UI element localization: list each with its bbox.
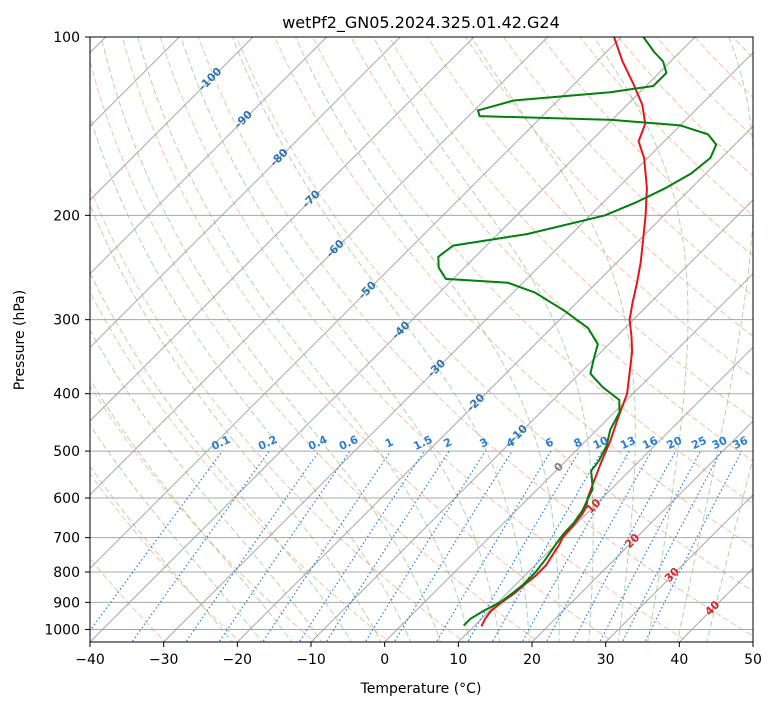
- y-tick-label: 700: [53, 531, 80, 547]
- x-tick-label: 0: [380, 652, 389, 668]
- y-tick-label: 100: [53, 30, 80, 46]
- y-tick-label: 1000: [44, 622, 80, 638]
- x-tick-label: 40: [670, 652, 688, 668]
- y-tick-label: 500: [53, 444, 80, 460]
- x-tick-label: −30: [149, 652, 179, 668]
- chart-title: wetPf2_GN05.2024.325.01.42.G24: [282, 13, 560, 33]
- x-tick-label: −10: [296, 652, 326, 668]
- isotherm: [751, 26, 775, 644]
- plot-area: [90, 37, 753, 642]
- dry-adiabat: [771, 37, 775, 644]
- y-tick-label: 800: [53, 565, 80, 581]
- y-tick-label: 400: [53, 387, 80, 403]
- x-tick-label: 20: [523, 652, 541, 668]
- y-tick-label: 300: [53, 313, 80, 329]
- y-tick-label: 200: [53, 208, 80, 224]
- x-tick-label: 10: [449, 652, 467, 668]
- y-axis-label: Pressure (hPa): [12, 290, 28, 390]
- x-tick-label: 50: [744, 652, 762, 668]
- y-tick-label: 900: [53, 595, 80, 611]
- x-tick-label: 30: [597, 652, 615, 668]
- x-tick-label: −40: [75, 652, 105, 668]
- x-tick-label: −20: [223, 652, 253, 668]
- y-tick-label: 600: [53, 491, 80, 507]
- x-axis-label: Temperature (°C): [360, 681, 482, 697]
